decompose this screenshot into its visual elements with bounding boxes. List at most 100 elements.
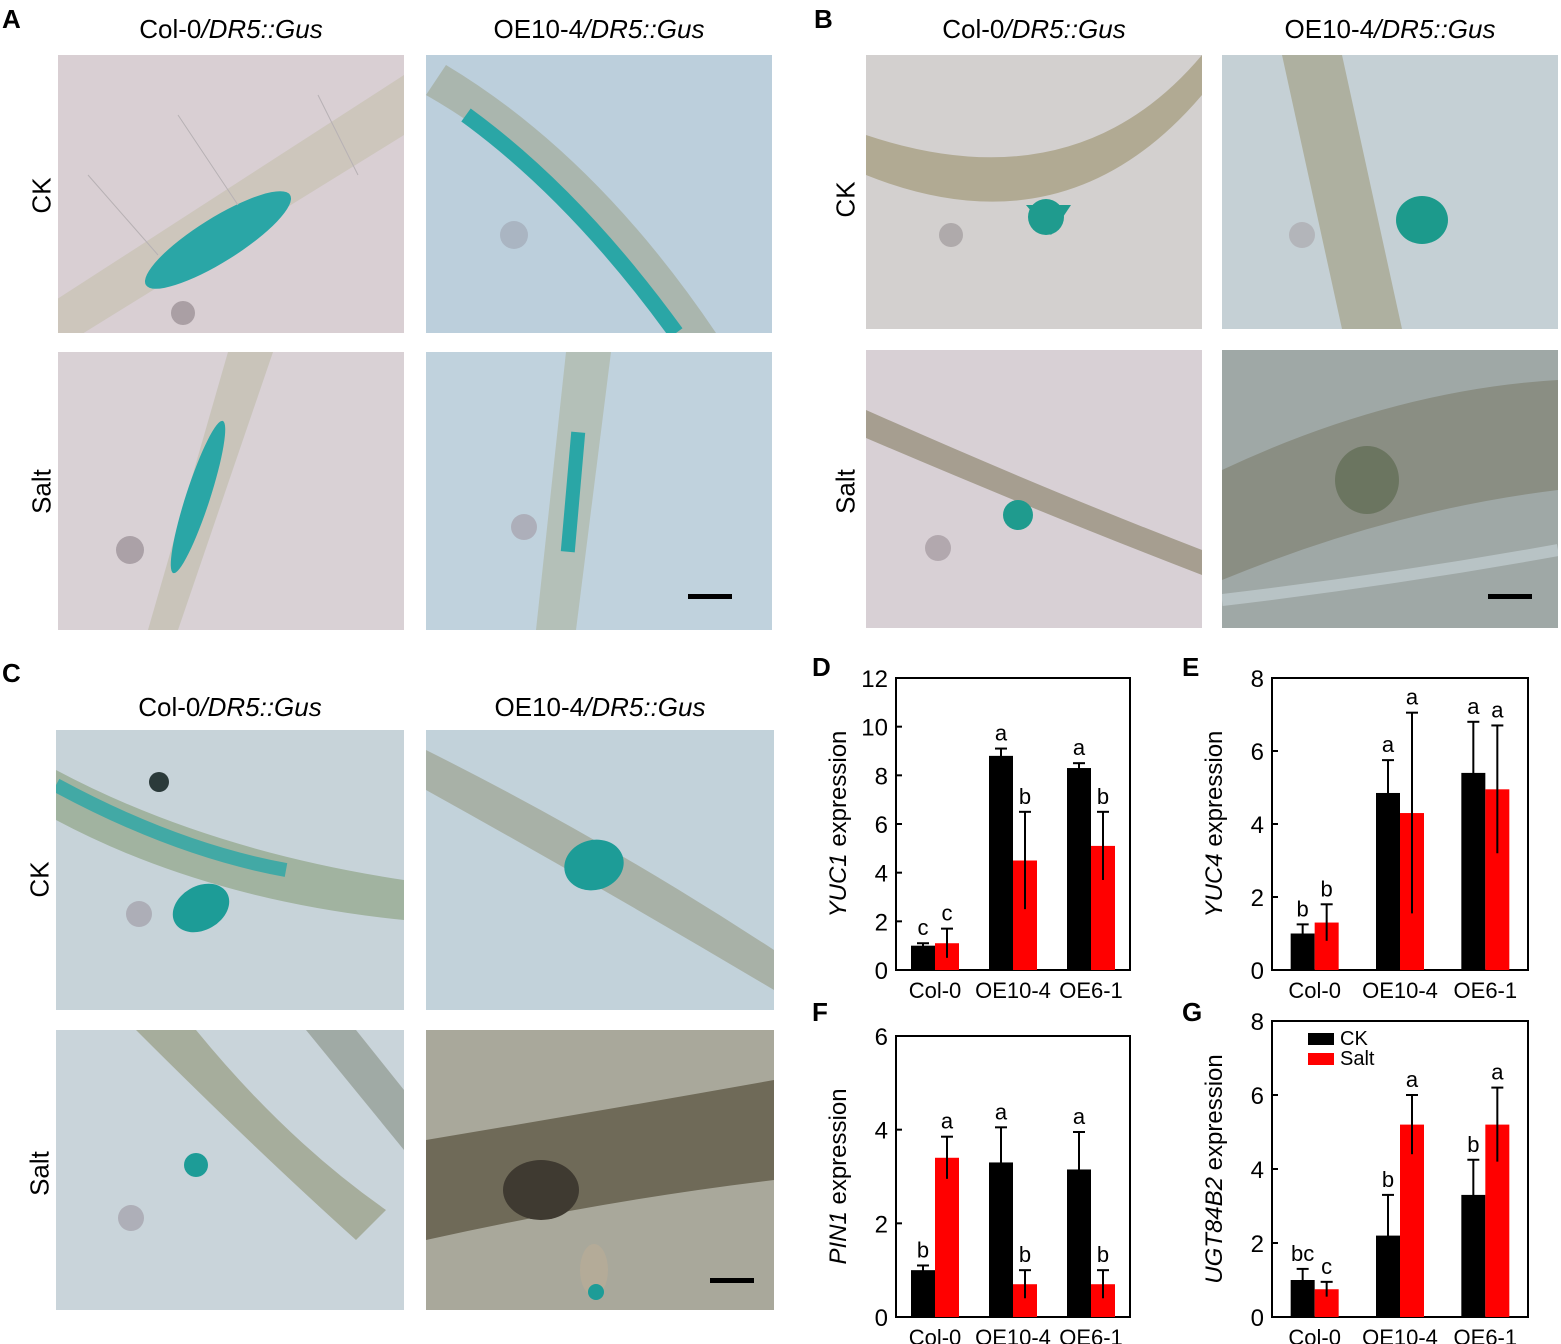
y-axis-label: UGT84B2 expression — [1201, 1054, 1228, 1283]
significance-letter: b — [1097, 1242, 1109, 1267]
col-header-b1: Col-0/DR5::Gus — [942, 14, 1126, 44]
significance-letter: a — [1467, 694, 1480, 719]
panel-letter-g: G — [1182, 997, 1202, 1027]
significance-letter: bc — [1291, 1241, 1314, 1266]
micrograph-b-oe104-salt — [1222, 350, 1558, 628]
y-tick-label: 0 — [1251, 958, 1264, 985]
significance-letter: a — [1073, 735, 1086, 760]
x-tick-label: Col-0 — [1288, 978, 1341, 1003]
y-axis-label: YUC1 expression — [825, 731, 852, 918]
significance-letter: b — [1019, 784, 1031, 809]
micrograph-a-col0-ck — [58, 55, 404, 333]
micrograph-b-col0-salt — [866, 350, 1202, 628]
x-tick-label: Col-0 — [909, 1325, 962, 1344]
micrograph-b-oe104-ck — [1222, 55, 1558, 329]
x-tick-label: OE10-4 — [975, 1325, 1051, 1344]
micrograph-a-col0-salt — [58, 352, 404, 630]
y-tick-label: 4 — [1251, 1157, 1264, 1184]
significance-letter: b — [1382, 1167, 1394, 1192]
x-tick-label: Col-0 — [1288, 1325, 1341, 1344]
legend-swatch-ck — [1308, 1033, 1334, 1045]
col-header-c2: OE10-4/DR5::Gus — [494, 692, 706, 722]
y-tick-label: 2 — [875, 1211, 888, 1238]
scale-bar-c — [710, 1278, 754, 1283]
row-header-c-salt: Salt — [24, 1151, 55, 1196]
y-tick-label: 12 — [861, 666, 888, 693]
micrograph-c-oe104-ck — [426, 730, 774, 1010]
bar-ck — [911, 1270, 935, 1317]
significance-letter: b — [1019, 1242, 1031, 1267]
y-axis-label: YUC4 expression — [1201, 731, 1228, 918]
scale-bar-a — [688, 594, 732, 599]
panel-letter-b: B — [814, 4, 833, 34]
y-tick-label: 8 — [1251, 1009, 1264, 1036]
y-tick-label: 0 — [875, 958, 888, 985]
significance-letter: a — [1382, 732, 1395, 757]
y-tick-label: 4 — [875, 1118, 888, 1145]
col-header-b2: OE10-4/DR5::Gus — [1284, 14, 1496, 44]
micrograph-c-col0-salt — [56, 1030, 404, 1310]
legend-label-ck: CK — [1340, 1028, 1368, 1050]
bar-salt — [935, 1157, 959, 1317]
significance-letter: b — [917, 1237, 929, 1262]
x-tick-label: Col-0 — [909, 978, 962, 1003]
micrograph-a-oe104-ck — [426, 55, 772, 333]
y-tick-label: 10 — [861, 715, 888, 742]
significance-letter: b — [1297, 896, 1309, 921]
y-tick-label: 6 — [1251, 739, 1264, 766]
row-header-c-ck: CK — [24, 861, 55, 898]
x-tick-label: OE10-4 — [1362, 1325, 1438, 1344]
y-tick-label: 6 — [875, 812, 888, 839]
micrograph-a-oe104-salt — [426, 352, 772, 630]
significance-letter: a — [1406, 685, 1419, 710]
y-tick-label: 2 — [1251, 1231, 1264, 1258]
micrograph-b-col0-ck — [866, 55, 1202, 329]
scale-bar-b — [1488, 594, 1532, 599]
y-tick-label: 4 — [1251, 812, 1264, 839]
bar-ck — [989, 755, 1013, 970]
significance-letter: a — [1491, 697, 1504, 722]
significance-letter: a — [1073, 1104, 1086, 1129]
panel-letter-d: D — [812, 658, 831, 682]
y-tick-label: 0 — [875, 1305, 888, 1332]
y-tick-label: 8 — [1251, 666, 1264, 693]
micrograph-c-oe104-salt — [426, 1030, 774, 1310]
legend-label-salt: Salt — [1340, 1048, 1375, 1070]
y-axis-label: PIN1 expression — [825, 1088, 852, 1264]
y-tick-label: 8 — [875, 763, 888, 790]
x-tick-label: OE10-4 — [975, 978, 1051, 1003]
bar-ck — [911, 945, 935, 970]
row-header-a-salt: Salt — [26, 469, 57, 514]
y-tick-label: 6 — [1251, 1083, 1264, 1110]
x-tick-label: OE6-1 — [1059, 1325, 1123, 1344]
significance-letter: c — [918, 915, 929, 940]
legend-swatch-salt — [1308, 1053, 1334, 1065]
significance-letter: c — [942, 901, 953, 926]
panel-letter-f: F — [812, 997, 828, 1027]
y-tick-label: 4 — [875, 861, 888, 888]
row-header-b-salt: Salt — [830, 469, 861, 514]
y-tick-label: 0 — [1251, 1305, 1264, 1332]
col-header-a2: OE10-4/DR5::Gus — [493, 14, 705, 44]
significance-letter: a — [941, 1109, 954, 1134]
x-tick-label: OE10-4 — [1362, 978, 1438, 1003]
significance-letter: b — [1097, 784, 1109, 809]
bar-salt — [1400, 1124, 1424, 1317]
col-header-a1: Col-0/DR5::Gus — [139, 14, 323, 44]
row-header-a-ck: CK — [26, 177, 57, 214]
col-header-c1: Col-0/DR5::Gus — [138, 692, 322, 722]
panel-letter-e: E — [1182, 658, 1199, 682]
chart-ugt84b2: G 0 2 4 6 8 UGT84B2 expression Col-0 bcc OE10-4 b a… — [1182, 997, 1529, 1344]
micrograph-c-col0-ck — [56, 730, 404, 1010]
x-tick-label: OE6-1 — [1059, 978, 1123, 1003]
x-tick-label: OE6-1 — [1454, 978, 1518, 1003]
significance-letter: b — [1321, 876, 1333, 901]
panel-letter-a: A — [2, 4, 21, 34]
row-header-b-ck: CK — [830, 181, 861, 218]
significance-letter: a — [995, 1099, 1008, 1124]
y-tick-label: 2 — [875, 909, 888, 936]
panel-letter-c: C — [2, 658, 21, 688]
significance-letter: a — [1491, 1060, 1504, 1085]
significance-letter: a — [1406, 1067, 1419, 1092]
